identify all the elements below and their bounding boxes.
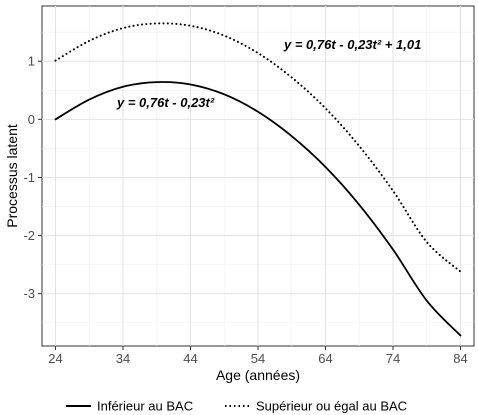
x-tick-label: 44 <box>183 351 197 366</box>
y-tick-label: 0 <box>28 112 35 127</box>
legend-label-1: Supérieur ou égal au BAC <box>256 399 407 414</box>
x-axis: 24 34 44 54 64 74 84 <box>48 346 468 366</box>
y-tick-label: -3 <box>23 286 35 301</box>
grid <box>42 6 474 346</box>
series-line-0 <box>54 81 462 337</box>
x-tick-label: 54 <box>251 351 265 366</box>
x-axis-title: Age (années) <box>216 367 300 383</box>
legend-label-0: Inférieur au BAC <box>97 399 193 414</box>
legend: Inférieur au BAC Supérieur ou égal au BA… <box>66 399 407 414</box>
y-axis-title: Processus latent <box>4 124 20 228</box>
annotation-equation-high: y = 0,76t - 0,23t² + 1,01 <box>283 37 421 52</box>
x-tick-label: 74 <box>386 351 400 366</box>
annotation-equation-low: y = 0,76t - 0,23t² <box>116 95 215 110</box>
x-tick-label: 64 <box>318 351 332 366</box>
y-tick-label: -2 <box>23 228 35 243</box>
y-tick-label: 1 <box>28 54 35 69</box>
y-axis: -3 -2 -1 0 1 <box>23 54 42 301</box>
x-tick-label: 34 <box>116 351 130 366</box>
series-layer <box>54 22 462 337</box>
x-tick-label: 24 <box>48 351 62 366</box>
y-tick-label: -1 <box>23 170 35 185</box>
x-tick-label: 84 <box>453 351 467 366</box>
